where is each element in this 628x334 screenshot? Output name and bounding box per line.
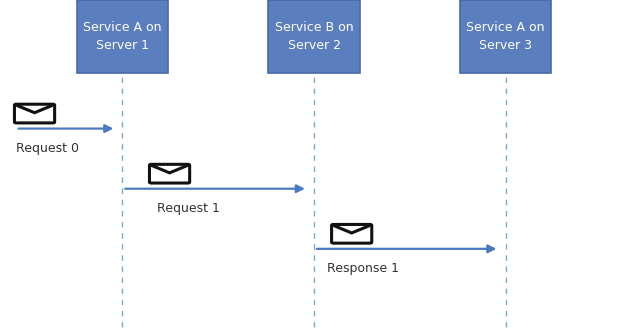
Bar (77, 0, 168, 73)
Text: Service A on
Server 1: Service A on Server 1 (83, 21, 162, 52)
FancyBboxPatch shape (149, 164, 190, 183)
Text: Request 1: Request 1 (157, 202, 220, 215)
Text: Request 0: Request 0 (16, 142, 78, 155)
Text: Service A on
Server 3: Service A on Server 3 (466, 21, 544, 52)
Text: Response 1: Response 1 (327, 263, 399, 275)
FancyBboxPatch shape (14, 104, 55, 123)
FancyBboxPatch shape (332, 224, 372, 243)
Text: Service B on
Server 2: Service B on Server 2 (274, 21, 354, 52)
Bar (460, 0, 551, 73)
Bar (269, 0, 359, 73)
